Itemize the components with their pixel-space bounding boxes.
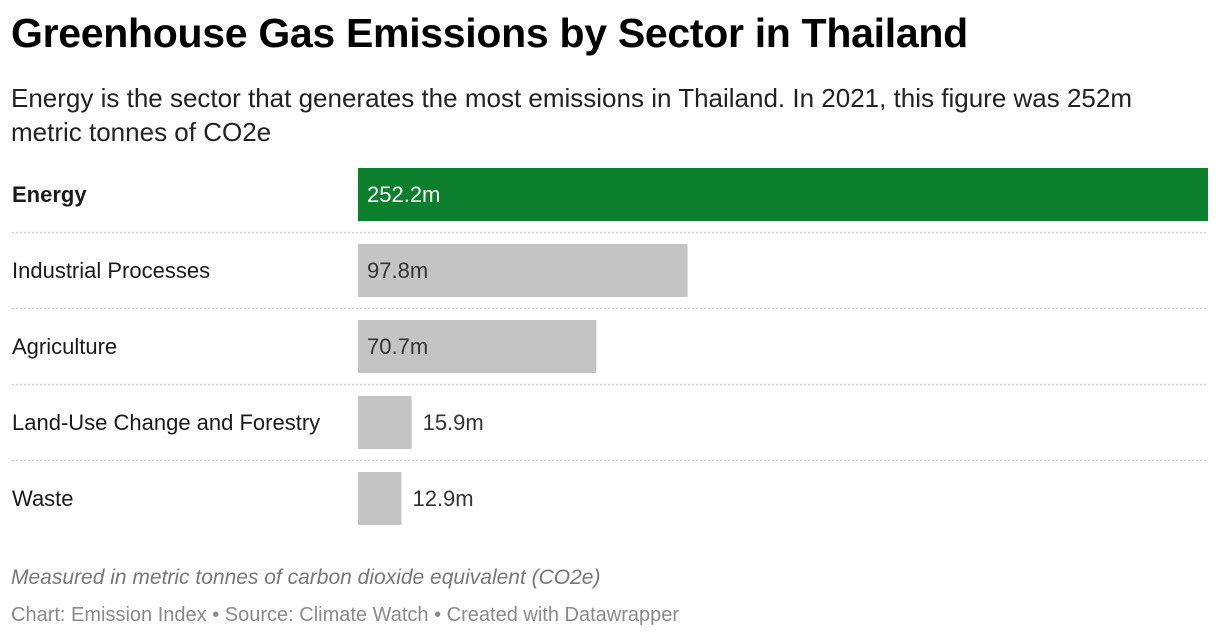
value-label: 12.9m [412, 486, 473, 511]
bar-chart-svg: Energy 252.2m Industrial Processes 97.8m Agr… [12, 168, 1208, 525]
bar-row: Industrial Processes 97.8m [12, 244, 1208, 310]
chart-footer: Chart: Emission Index • Source: Climate … [11, 604, 679, 627]
bar-chart: Energy 252.2m Industrial Processes 97.8m Agr… [0, 160, 1220, 540]
bar [358, 472, 402, 525]
category-label: Industrial Processes [12, 258, 210, 283]
chart-notes: Measured in metric tonnes of carbon diox… [11, 566, 601, 589]
category-label: Energy [12, 182, 87, 207]
tool-credit: Created with Datawrapper [446, 604, 680, 626]
chart-credit: Chart: Emission Index [11, 604, 207, 626]
bar-row: Agriculture 70.7m [12, 320, 1208, 386]
value-label: 97.8m [367, 258, 428, 283]
chart-subtitle: Energy is the sector that generates the … [11, 83, 1133, 147]
bar-row: Energy 252.2m [12, 168, 1208, 234]
footer-separator: • [206, 604, 225, 626]
bar [358, 168, 1208, 221]
bar-row: Waste 12.9m [12, 472, 474, 525]
category-label: Waste [12, 486, 74, 511]
bar-row: Land-Use Change and Forestry 15.9m [12, 396, 1208, 462]
value-label: 252.2m [367, 182, 440, 207]
source-credit: Source: Climate Watch [224, 604, 429, 626]
bar [358, 244, 688, 297]
bar [358, 320, 597, 373]
value-label: 15.9m [423, 410, 484, 435]
category-label: Land-Use Change and Forestry [12, 410, 320, 435]
footer-separator: • [428, 604, 447, 626]
category-label: Agriculture [12, 334, 117, 359]
value-label: 70.7m [367, 334, 428, 359]
bar [358, 396, 412, 449]
chart-title: Greenhouse Gas Emissions by Sector in Th… [11, 10, 968, 56]
